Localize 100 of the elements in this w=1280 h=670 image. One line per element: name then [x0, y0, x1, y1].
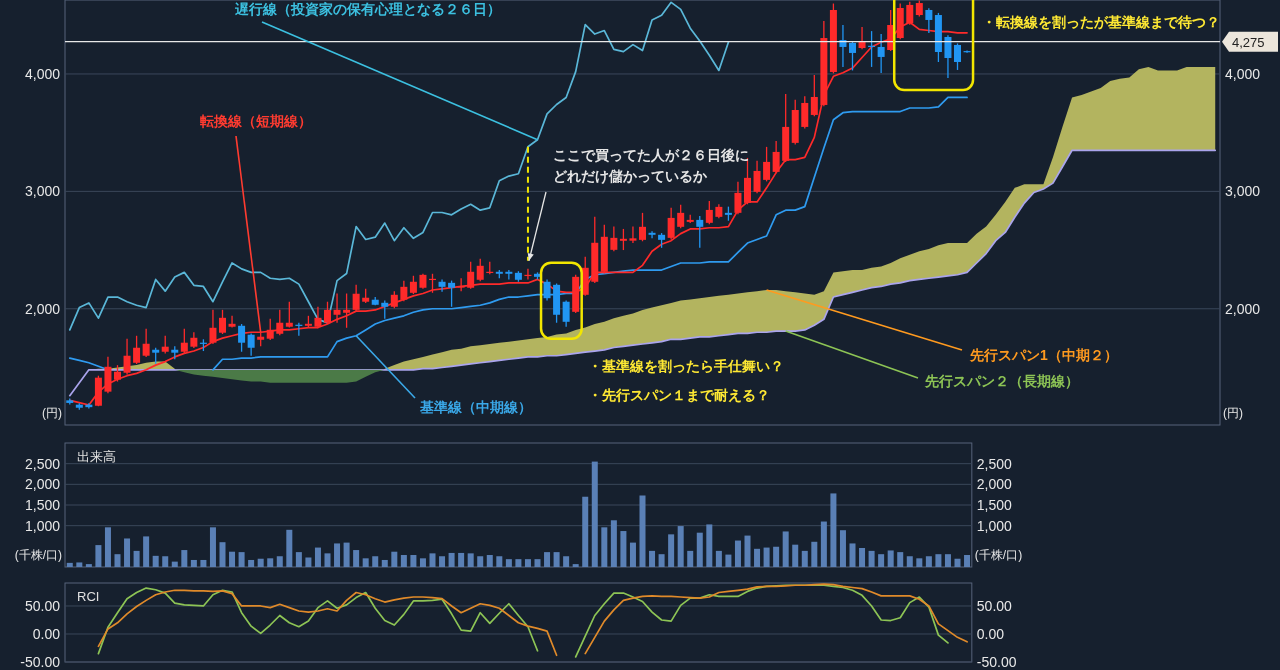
y2-tick-label: 50.00	[976, 597, 1013, 614]
bar	[181, 550, 188, 567]
candlestick	[133, 335, 141, 365]
bar	[935, 554, 942, 567]
bar	[715, 550, 722, 567]
annotation: 転換線（短期線）	[199, 113, 312, 129]
bar	[133, 550, 140, 567]
annotation: 先行スパン２（長期線）	[924, 373, 1079, 389]
bar	[868, 550, 875, 567]
bar	[439, 556, 446, 567]
bar	[410, 555, 417, 567]
bar	[830, 493, 837, 567]
candlestick	[333, 292, 341, 324]
bar	[801, 550, 808, 567]
ref-line-label: 4,275	[1232, 34, 1265, 50]
text: RCI	[77, 589, 100, 604]
candlestick	[801, 95, 809, 130]
candlestick	[247, 332, 255, 357]
candlestick	[142, 328, 150, 358]
bar	[467, 553, 474, 567]
candlestick	[925, 7, 933, 34]
candlestick	[772, 140, 780, 174]
bar	[458, 552, 465, 567]
bar	[925, 556, 932, 567]
bar	[372, 556, 379, 567]
candlestick	[180, 328, 188, 355]
candlestick	[619, 228, 627, 251]
annotation: 遅行線（投資家の保有心理となる２６日）	[234, 1, 501, 17]
text: 出来高	[77, 449, 116, 464]
bar	[267, 558, 274, 567]
bar	[734, 540, 741, 567]
y2-tick-label: 2,000	[976, 476, 1013, 493]
candlestick	[629, 225, 637, 244]
annotation: 先行スパン1（中期２）	[969, 347, 1118, 363]
bar	[171, 561, 178, 567]
bar	[276, 556, 283, 567]
bar	[591, 461, 598, 567]
bar	[257, 558, 264, 567]
y-tick-label: 50.00	[24, 597, 61, 614]
candlestick	[409, 275, 417, 295]
bar	[887, 550, 894, 567]
y2-tick-label: 1,500	[976, 497, 1013, 513]
y2-tick-label: 2,000	[1225, 300, 1261, 317]
bar	[687, 550, 694, 567]
y-axis-title: (千株/口)	[14, 548, 62, 562]
bar	[944, 554, 951, 567]
bar	[916, 558, 923, 567]
bar	[362, 558, 369, 567]
bar	[286, 529, 293, 567]
bar	[572, 564, 579, 567]
bar	[477, 556, 484, 567]
candlestick	[228, 315, 236, 329]
bar	[486, 555, 493, 567]
bar	[391, 551, 398, 567]
candlestick	[438, 278, 446, 293]
bar	[639, 495, 646, 567]
bar	[524, 559, 531, 567]
bar	[248, 559, 255, 567]
bar	[964, 555, 971, 567]
candlestick	[944, 34, 952, 79]
y-tick-label: 4,000	[24, 65, 61, 82]
bar	[649, 550, 656, 567]
annotation: ・転換線を割ったが基準線まで待つ？	[982, 14, 1220, 30]
bar	[763, 547, 770, 567]
y2-tick-label: -50.00	[976, 654, 1017, 670]
y2-tick-label: 0.00	[976, 625, 1005, 642]
candlestick	[381, 299, 389, 320]
candlestick	[276, 309, 284, 336]
candlestick	[314, 306, 322, 329]
bar	[849, 543, 856, 567]
candlestick	[677, 204, 685, 229]
bar	[66, 562, 73, 567]
bar	[496, 556, 503, 567]
bar	[505, 559, 512, 567]
bar	[610, 520, 617, 567]
bar	[954, 558, 961, 567]
bar	[706, 524, 713, 567]
bar	[143, 536, 150, 567]
candlestick	[667, 207, 675, 241]
bar	[334, 543, 341, 567]
bar	[744, 535, 751, 567]
annotation: 基準線（中期線）	[419, 399, 532, 415]
bar	[114, 554, 121, 567]
y-axis-title: (円)	[42, 406, 62, 420]
bar	[314, 547, 321, 567]
bar	[859, 547, 866, 567]
candlestick	[123, 338, 131, 376]
bar	[878, 554, 885, 567]
y-tick-label: 2,000	[24, 476, 61, 493]
annotation: ここで買ってた人が２６日後にどれだけ儲かっているか	[553, 147, 749, 184]
bar	[324, 553, 331, 567]
bar	[725, 554, 732, 567]
y-tick-label: 1,000	[24, 517, 61, 534]
candlestick	[343, 292, 351, 329]
y2-axis-title: (千株/口)	[974, 548, 1023, 562]
bar	[238, 552, 245, 567]
bar	[582, 496, 589, 567]
candlestick	[734, 181, 742, 215]
bar	[601, 527, 608, 567]
candlestick	[238, 323, 246, 353]
